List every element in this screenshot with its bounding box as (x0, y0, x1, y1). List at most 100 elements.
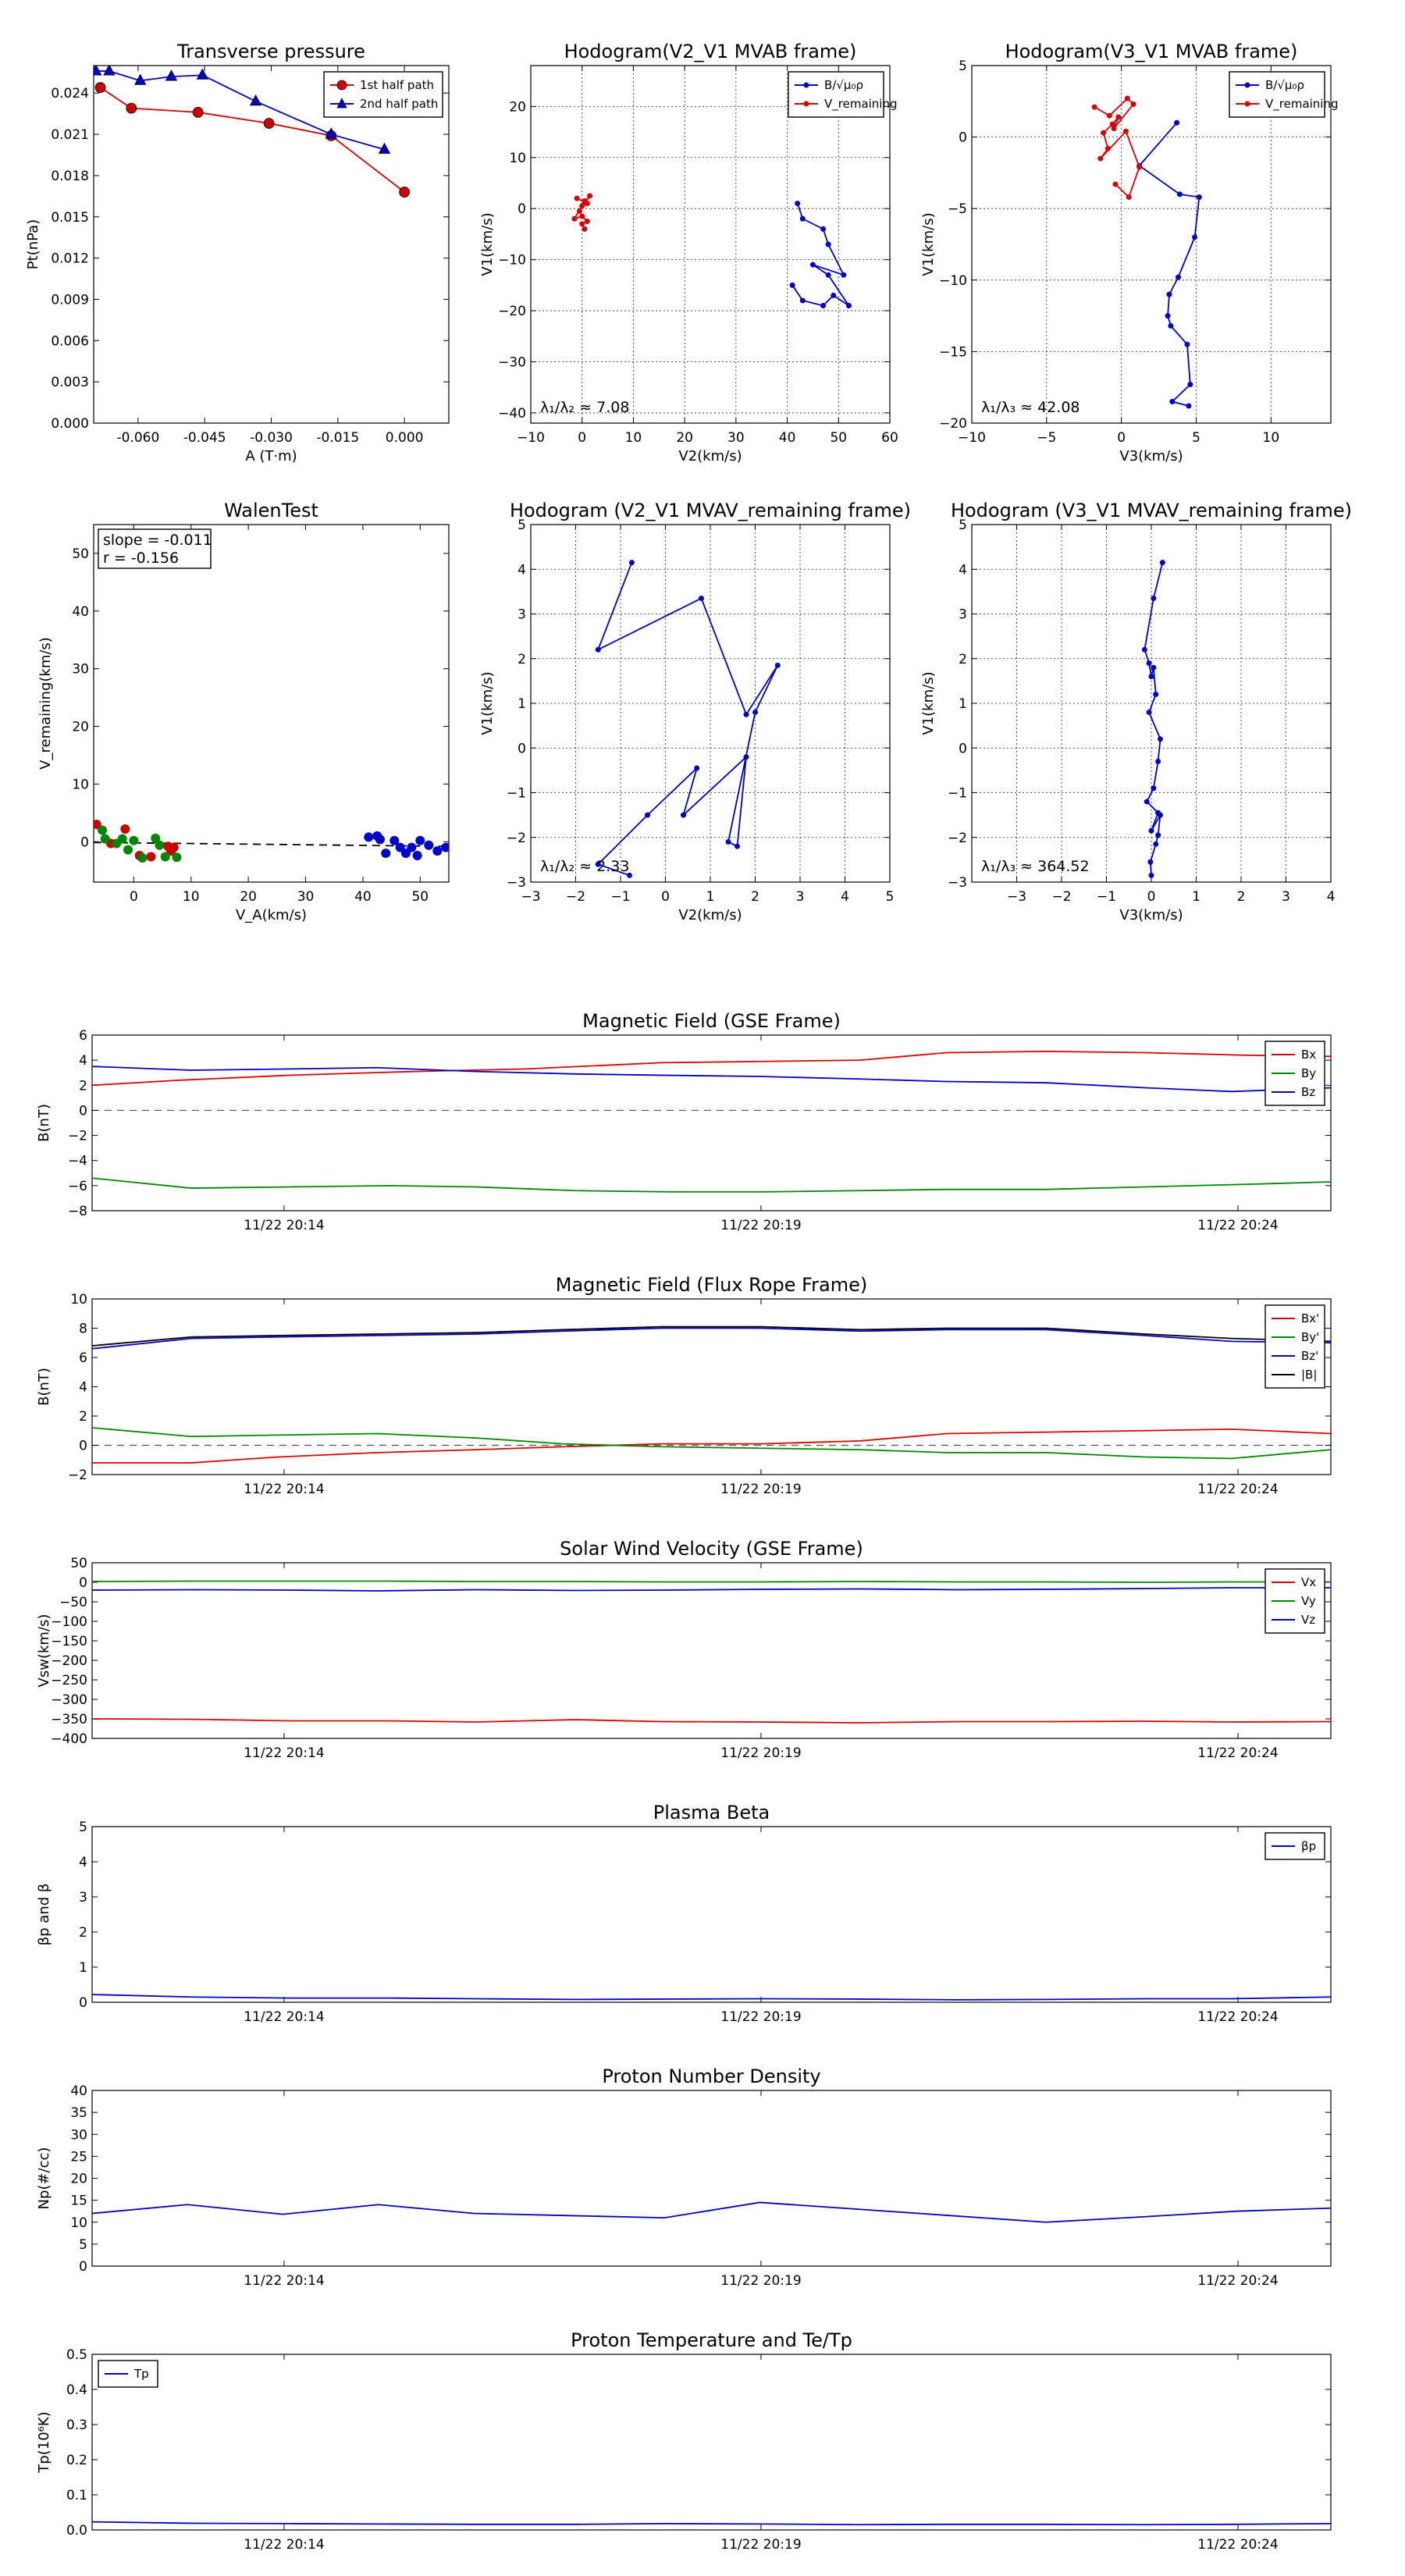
y-tick-label: 0.0 (66, 2523, 87, 2539)
legend-label: 2nd half path (360, 97, 438, 111)
data-point (1115, 114, 1122, 120)
y-axis-label: Np(#/cc) (36, 2147, 52, 2210)
y-tick-label: 15 (70, 2194, 87, 2209)
stats-box (98, 528, 212, 569)
data-point (579, 221, 585, 227)
y-tick-label: −3 (948, 875, 967, 891)
chart-beta: 11/22 20:14 11/22 20:19 11/22 20:24 0 1 2 3 4 5 P… (36, 1802, 1332, 2025)
data-point (1165, 313, 1171, 319)
data-point (845, 303, 852, 309)
data-point (407, 842, 417, 852)
data-point (1158, 736, 1163, 742)
series-line-2 (92, 1327, 1331, 1350)
data-point (120, 824, 130, 834)
y-tick-label: 1 (959, 696, 967, 712)
y-tick-label: 0.018 (51, 169, 89, 184)
data-point (1176, 191, 1183, 197)
data-point (743, 754, 749, 760)
legend-marker (803, 82, 809, 88)
x-tick-label: −3 (1007, 889, 1026, 905)
y-tick-label: 20 (72, 720, 89, 735)
x-tick-label: 11/22 20:14 (244, 1482, 324, 1497)
y-tick-label: 30 (72, 662, 89, 678)
series-line-0 (92, 2201, 1331, 2223)
data-point (415, 835, 425, 845)
data-point (1124, 95, 1130, 101)
legend-marker (336, 98, 347, 109)
y-tick-label: 4 (959, 562, 967, 578)
x-tick-label: 2 (1237, 889, 1246, 905)
chart-bfr: 11/22 20:14 11/22 20:19 11/22 20:24 −2 0 2 4 6 8… (36, 1274, 1332, 1497)
y-tick-label: 2 (518, 652, 526, 667)
legend-label: Bx (1301, 1048, 1316, 1062)
y-tick-label: 0.000 (51, 416, 89, 432)
data-point (1091, 104, 1097, 110)
y-tick-label: −20 (498, 304, 526, 319)
y-tick-label: −2 (68, 1129, 87, 1144)
series-line-0 (92, 1428, 1331, 1464)
y-tick-label: 10 (70, 2215, 87, 2231)
chart-tp: -0.060 -0.045 -0.030 -0.015 0.000 0.000 0.003 0… (25, 41, 450, 464)
series-line-1 (92, 1427, 1331, 1460)
y-tick-label: 0 (80, 834, 89, 850)
legend-label: V_remaining (1265, 97, 1339, 112)
y-tick-label: 40 (70, 2083, 87, 2099)
data-point (743, 711, 749, 717)
x-tick-label: -0.045 (183, 430, 226, 446)
x-tick-label: 60 (881, 430, 898, 446)
chart-title: Proton Number Density (602, 2065, 820, 2087)
data-point (1192, 234, 1198, 240)
x-tick-label: 11/22 20:14 (244, 2009, 324, 2025)
x-axis-label: V2(km/s) (678, 448, 742, 464)
data-point (169, 842, 179, 852)
chart-h21: −10 0 10 20 30 40 50 60 −40 −30 −20 −10 0 10 20 Hodogra… (479, 41, 898, 464)
y-tick-label: 2 (79, 1925, 87, 1941)
x-tick-label: −1 (610, 889, 630, 905)
y-tick-label: 35 (70, 2105, 87, 2121)
x-tick-label: 11/22 20:24 (1197, 1482, 1278, 1497)
y-tick-label: −15 (939, 344, 967, 360)
data-point (1159, 560, 1165, 566)
legend-label: βp (1301, 1839, 1316, 1853)
data-point (123, 845, 133, 855)
data-point (126, 102, 137, 114)
data-point (1097, 155, 1104, 162)
y-tick-label: 0.006 (51, 333, 89, 349)
data-point (263, 118, 275, 129)
data-point (582, 226, 588, 232)
data-point (820, 303, 827, 309)
y-tick-label: −150 (51, 1634, 87, 1649)
legend-label: By (1301, 1066, 1316, 1080)
y-tick-label: 0 (959, 741, 967, 756)
data-point (1122, 128, 1129, 134)
y-tick-label: 0.4 (66, 2382, 87, 2398)
x-tick-label: 3 (796, 889, 805, 905)
y-axis-label: βp and β (36, 1884, 52, 1946)
x-tick-label: 11/22 20:24 (1197, 1745, 1278, 1761)
y-tick-label: 0.003 (51, 375, 89, 390)
data-point (799, 215, 806, 222)
data-point (94, 82, 106, 94)
y-tick-label: 4 (79, 1053, 87, 1069)
series-line-3 (92, 1325, 1331, 1347)
x-tick-label: 11/22 20:19 (720, 1482, 801, 1497)
plot-frame (91, 1562, 1332, 1739)
data-point (381, 849, 391, 859)
data-point (160, 852, 170, 862)
data-point (196, 68, 209, 80)
legend-label: Tp (133, 2367, 149, 2381)
data-point (831, 292, 837, 298)
series-line-0 (92, 1994, 1331, 2001)
data-point (681, 812, 686, 818)
x-tick-label: 50 (411, 889, 429, 905)
legend-box (1229, 71, 1325, 118)
data-point (1126, 194, 1132, 201)
legend-box (788, 71, 884, 118)
chart-title: Hodogram(V2_V1 MVAB frame) (564, 41, 857, 62)
x-tick-label: 11/22 20:14 (244, 1745, 324, 1761)
plot-area (92, 1994, 1331, 2001)
y-tick-label: 3 (79, 1890, 87, 1905)
x-tick-label: −10 (517, 430, 545, 446)
x-tick-label: 10 (1263, 430, 1280, 446)
y-tick-label: 6 (79, 1028, 87, 1044)
